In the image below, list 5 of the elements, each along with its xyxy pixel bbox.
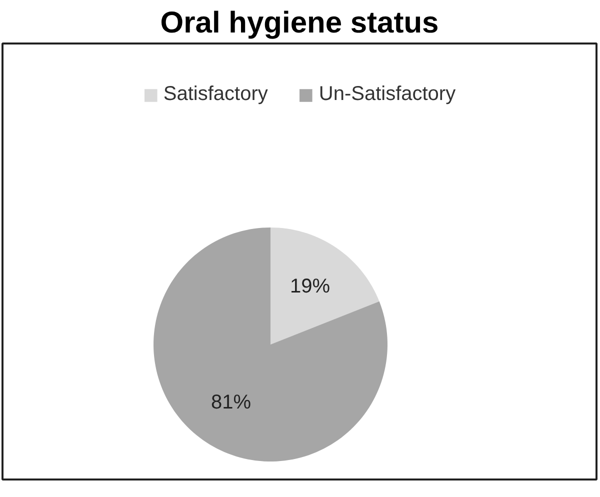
chart-title: Oral hygiene status: [160, 6, 439, 40]
legend-label: Un-Satisfactory: [318, 83, 456, 106]
legend-label: Satisfactory: [163, 83, 268, 106]
data-label: 19%: [290, 275, 330, 298]
data-label: 81%: [211, 392, 252, 414]
